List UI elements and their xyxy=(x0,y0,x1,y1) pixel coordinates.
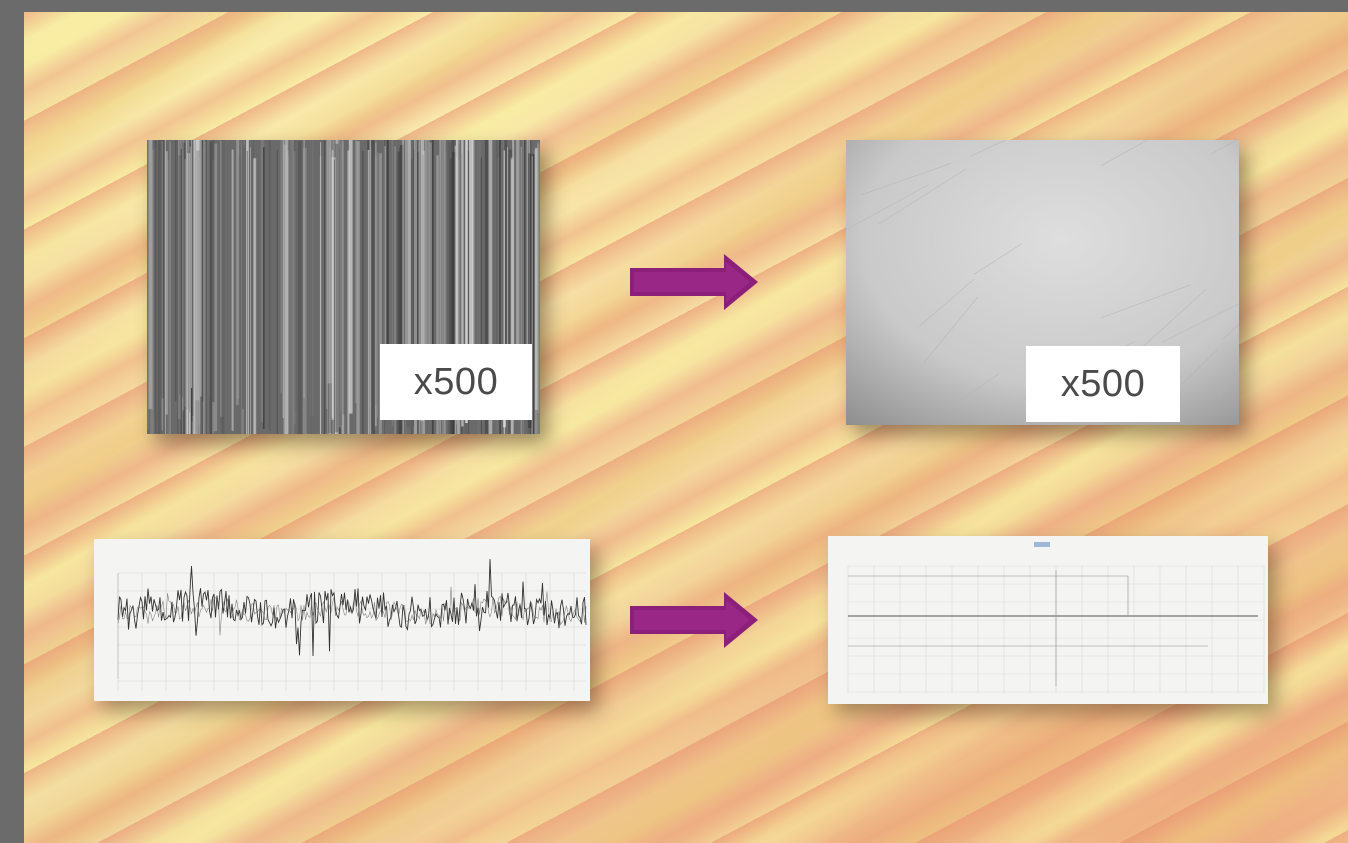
arrow-right-icon xyxy=(630,592,758,648)
arrow-right-icon xyxy=(630,254,758,310)
slide-background: x500 x500 xyxy=(24,12,1348,843)
smooth-surface-micrograph: x500 xyxy=(846,140,1239,425)
rough-surface-micrograph: x500 xyxy=(147,140,540,434)
smooth-profile-plot xyxy=(847,542,1265,694)
rough-profile-plot xyxy=(117,559,587,691)
rough-micrograph-texture xyxy=(147,140,540,434)
legend-marker xyxy=(1034,542,1050,547)
rough-surface-profile-graph xyxy=(94,539,590,701)
magnification-label-before: x500 xyxy=(380,344,532,420)
magnification-label-after: x500 xyxy=(1026,346,1180,422)
smooth-surface-profile-graph xyxy=(828,536,1268,704)
